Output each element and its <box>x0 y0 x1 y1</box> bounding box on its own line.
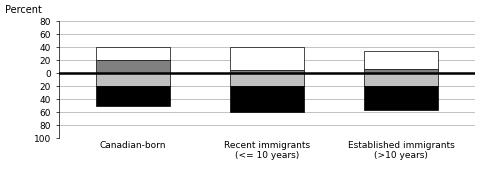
Bar <box>230 70 304 73</box>
Bar <box>96 60 170 73</box>
Bar <box>96 73 170 86</box>
Bar <box>96 47 170 60</box>
Bar <box>365 73 439 86</box>
Bar <box>365 86 439 110</box>
Bar <box>230 73 304 86</box>
Bar <box>230 47 304 70</box>
Bar <box>365 51 439 69</box>
Bar <box>365 69 439 73</box>
Bar <box>96 86 170 106</box>
Bar <box>230 86 304 112</box>
Text: Percent: Percent <box>5 5 42 15</box>
